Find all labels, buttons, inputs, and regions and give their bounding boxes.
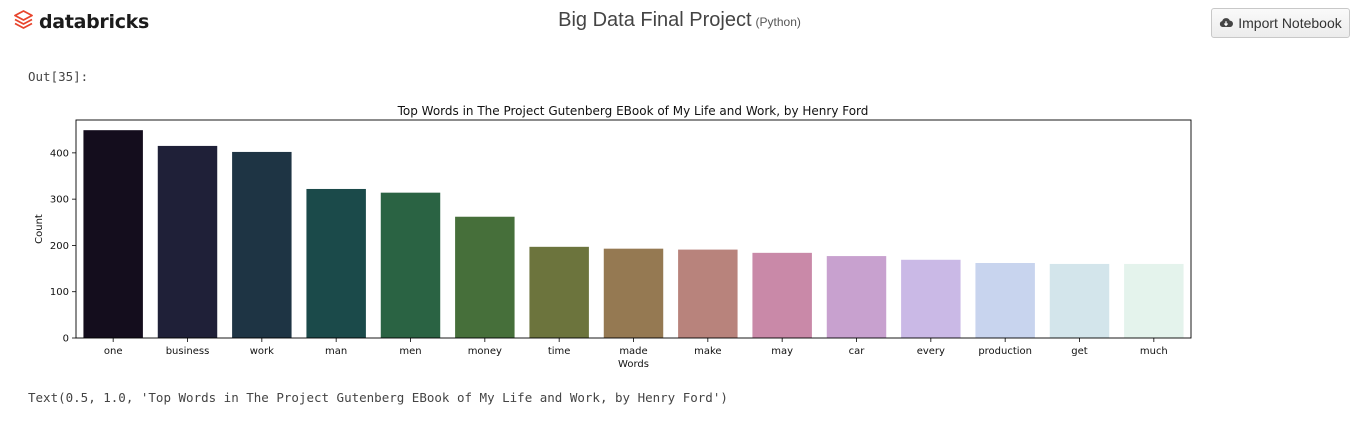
import-notebook-label: Import Notebook xyxy=(1238,15,1342,31)
cloud-download-icon xyxy=(1219,15,1234,31)
bar-may xyxy=(752,252,812,338)
x-tick-label: men xyxy=(399,346,421,357)
x-tick-label: get xyxy=(1071,346,1088,357)
x-tick-label: may xyxy=(771,346,793,357)
databricks-stack-icon xyxy=(14,9,33,35)
y-tick-label: 100 xyxy=(50,287,69,298)
databricks-logo[interactable]: databricks xyxy=(14,9,150,35)
x-tick-label: much xyxy=(1140,346,1168,357)
x-tick-label: work xyxy=(250,346,274,357)
bar-men xyxy=(380,192,441,338)
bar-much xyxy=(1124,263,1184,338)
bar-production xyxy=(975,263,1035,338)
x-tick-label: car xyxy=(849,346,866,357)
x-tick-label: every xyxy=(917,346,945,357)
bar-every xyxy=(901,259,961,338)
x-tick-label: made xyxy=(619,346,647,357)
import-notebook-button[interactable]: Import Notebook xyxy=(1211,8,1350,38)
logo-text: databricks xyxy=(39,11,150,33)
bar-man xyxy=(306,188,366,338)
bar-made xyxy=(603,248,664,338)
bar-money xyxy=(455,216,515,338)
bar-car xyxy=(826,256,887,338)
x-tick-label: time xyxy=(548,346,571,357)
bar-make xyxy=(678,249,738,338)
y-tick-label: 200 xyxy=(50,241,69,252)
bar-time xyxy=(529,246,589,338)
x-tick-label: one xyxy=(104,346,123,357)
x-axis-label: Words xyxy=(618,359,649,370)
notebook-language: (Python) xyxy=(755,15,801,29)
bar-chart: Top Words in The Project Gutenberg EBook… xyxy=(34,104,1192,370)
notebook-title: Big Data Final Project xyxy=(558,9,752,31)
x-tick-label: business xyxy=(166,346,210,357)
bar-get xyxy=(1049,263,1110,338)
bar-one xyxy=(83,130,143,338)
cell-output-label: Out[35]: xyxy=(28,69,89,84)
y-tick-label: 300 xyxy=(50,195,69,206)
bar-work xyxy=(232,151,292,338)
bar-business xyxy=(157,145,218,338)
x-tick-label: man xyxy=(325,346,347,357)
y-tick-label: 400 xyxy=(50,148,69,159)
y-tick-label: 0 xyxy=(63,334,69,345)
x-tick-label: production xyxy=(978,346,1032,357)
x-tick-label: money xyxy=(468,346,502,357)
notebook-header: Big Data Final Project (Python) xyxy=(0,9,1359,32)
x-tick-label: make xyxy=(694,346,721,357)
chart-title: Top Words in The Project Gutenberg EBook… xyxy=(397,104,869,118)
y-axis-label: Count xyxy=(34,214,45,244)
text-output: Text(0.5, 1.0, 'Top Words in The Project… xyxy=(28,390,728,405)
